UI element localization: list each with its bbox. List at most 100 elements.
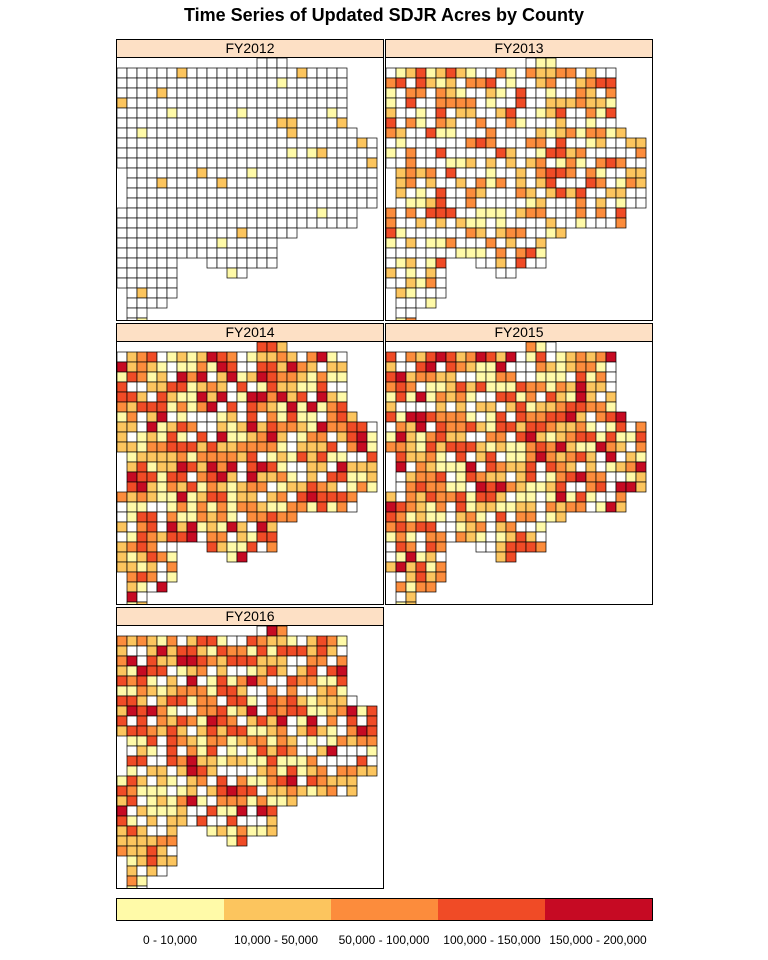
county-cell <box>515 147 527 159</box>
county-cell <box>425 277 437 289</box>
county-cell <box>565 167 577 179</box>
county-cell <box>435 441 447 453</box>
county-cell <box>176 725 188 737</box>
county-cell <box>495 157 507 169</box>
county-cell <box>186 177 198 189</box>
county-cell <box>156 287 168 299</box>
county-cell <box>425 187 437 199</box>
county-cell <box>326 177 338 189</box>
county-cell <box>336 77 348 89</box>
county-cell <box>555 117 567 129</box>
county-cell <box>136 107 148 119</box>
county-cell <box>336 451 348 463</box>
county-cell <box>435 177 447 189</box>
county-cell <box>405 97 417 109</box>
county-cell <box>535 87 547 99</box>
county-cell <box>386 561 397 573</box>
county-cell <box>415 471 427 483</box>
county-cell <box>515 107 527 119</box>
county-cell <box>266 67 278 79</box>
county-cell <box>306 735 318 747</box>
county-cell <box>316 167 328 179</box>
county-cell <box>156 685 168 697</box>
county-cell <box>366 137 378 149</box>
county-cell <box>425 561 437 573</box>
county-cell <box>435 431 447 443</box>
county-cell <box>455 97 467 109</box>
county-cell <box>136 451 148 463</box>
county-cell <box>256 421 268 433</box>
county-cell <box>405 87 417 99</box>
county-cell <box>146 287 158 299</box>
county-cell <box>176 67 188 79</box>
county-cell <box>196 715 208 727</box>
county-cell <box>505 371 517 383</box>
county-cell <box>236 665 248 677</box>
county-cell <box>266 745 278 757</box>
county-cell <box>166 187 178 199</box>
county-cell <box>226 645 238 657</box>
county-cell <box>455 471 467 483</box>
county-cell <box>276 361 288 373</box>
county-cell <box>176 735 188 747</box>
county-cell <box>286 675 298 687</box>
county-cell <box>216 655 228 667</box>
county-cell <box>535 461 547 473</box>
county-cell <box>246 481 258 493</box>
county-cell <box>286 87 298 99</box>
county-cell <box>475 391 487 403</box>
county-cell <box>286 775 298 787</box>
county-cell <box>515 411 527 423</box>
county-cell <box>515 451 527 463</box>
county-cell <box>256 541 268 553</box>
county-cell <box>117 825 128 837</box>
county-cell <box>186 665 198 677</box>
county-cell <box>465 521 477 533</box>
county-cell <box>226 705 238 717</box>
county-cell <box>545 67 557 79</box>
county-cell <box>326 351 338 363</box>
county-cell <box>545 137 557 149</box>
county-cell <box>535 531 547 543</box>
county-cell <box>395 431 407 443</box>
county-cell <box>505 481 517 493</box>
county-cell <box>475 247 487 259</box>
county-cell <box>266 117 278 129</box>
county-cell <box>605 117 617 129</box>
county-cell <box>136 461 148 473</box>
county-cell <box>425 67 437 79</box>
county-cell <box>256 167 268 179</box>
county-cell <box>136 391 148 403</box>
county-cell <box>316 451 328 463</box>
county-cell <box>306 401 318 413</box>
county-cell <box>316 725 328 737</box>
county-cell <box>276 755 288 767</box>
county-cell <box>415 177 427 189</box>
county-cell <box>156 431 168 443</box>
county-cell <box>595 491 607 503</box>
county-cell <box>246 361 258 373</box>
county-cell <box>176 695 188 707</box>
county-cell <box>555 381 567 393</box>
county-cell <box>266 451 278 463</box>
county-cell <box>206 207 218 219</box>
county-cell <box>256 715 268 727</box>
county-cell <box>625 421 637 433</box>
county-cell <box>525 491 537 503</box>
county-cell <box>136 765 148 777</box>
county-cell <box>356 421 368 433</box>
county-cell <box>226 197 238 209</box>
county-cell <box>555 167 567 179</box>
county-cell <box>196 815 208 827</box>
county-cell <box>485 207 497 219</box>
county-cell <box>595 371 607 383</box>
county-cell <box>515 441 527 453</box>
county-cell <box>236 127 248 139</box>
county-cell <box>136 655 148 667</box>
county-cell <box>405 531 417 543</box>
county-cell <box>286 381 298 393</box>
county-cell <box>126 591 138 603</box>
county-cell <box>356 705 368 717</box>
county-cell <box>485 481 497 493</box>
county-cell <box>475 421 487 433</box>
